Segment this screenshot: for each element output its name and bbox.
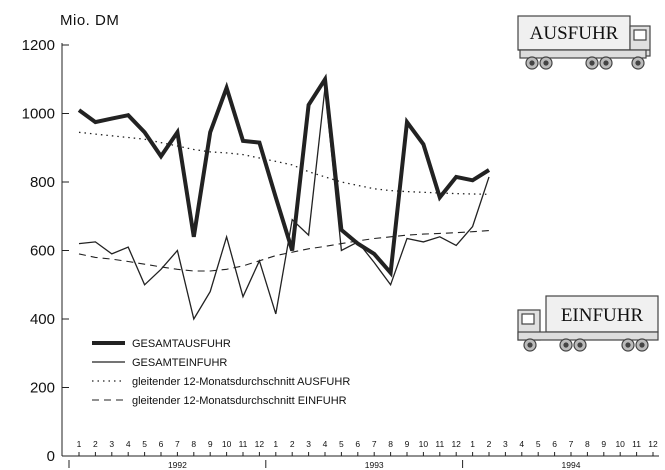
x-tick-label: 6 [552, 439, 557, 449]
x-tick-label: 2 [93, 439, 98, 449]
x-tick-label: 9 [405, 439, 410, 449]
chart-series [77, 73, 491, 321]
x-tick-label: 1 [273, 439, 278, 449]
chart-legend: GESAMTAUSFUHR GESAMTEINFUHR gleitender 12-… [92, 338, 350, 407]
einfuhr-truck-icon: EINFUHR [517, 295, 659, 352]
x-tick-label: 2 [487, 439, 492, 449]
x-tick-label: 1 [470, 439, 475, 449]
legend-label: gleitender 12-Monatsdurchschnitt AUSFUHR [132, 376, 350, 388]
x-tick-label: 11 [632, 439, 641, 449]
x-tick-label: 3 [306, 439, 311, 449]
x-tick-label: 2 [290, 439, 295, 449]
x-tick-label: 10 [222, 439, 232, 449]
year-label: 1993 [365, 460, 384, 470]
x-tick-label: 11 [239, 439, 248, 449]
y-tick-label: 200 [30, 380, 55, 397]
y-tick-label: 800 [30, 174, 55, 191]
x-tick-label: 4 [126, 439, 131, 449]
y-tick-label: 600 [30, 243, 55, 260]
x-tick-label: 1 [77, 439, 82, 449]
x-tick-label: 5 [142, 439, 147, 449]
ausfuhr-truck-icon: AUSFUHR [517, 15, 651, 70]
x-tick-label: 3 [503, 439, 508, 449]
x-tick-label: 4 [519, 439, 524, 449]
ausfuhr-truck-label: AUSFUHR [530, 23, 619, 44]
x-tick-label: 8 [388, 439, 393, 449]
x-tick-label: 9 [601, 439, 606, 449]
x-tick-label: 5 [339, 439, 344, 449]
x-tick-label: 10 [419, 439, 429, 449]
y-tick-label: 1200 [22, 37, 55, 54]
x-tick-label: 12 [648, 439, 658, 449]
y-tick-label: 1000 [22, 106, 55, 123]
x-tick-label: 9 [208, 439, 213, 449]
y-tick-label: 0 [47, 448, 55, 465]
legend-label: gleitender 12-Monatsdurchschnitt EINFUHR [132, 395, 347, 407]
x-tick-label: 6 [159, 439, 164, 449]
y-tick-label: 400 [30, 311, 55, 328]
year-label: 1992 [168, 460, 187, 470]
series-line-1 [77, 73, 491, 278]
series-line-4 [78, 230, 490, 272]
x-tick-label: 5 [536, 439, 541, 449]
x-tick-label: 8 [191, 439, 196, 449]
x-tick-label: 12 [451, 439, 461, 449]
x-tick-label: 10 [615, 439, 625, 449]
x-tick-label: 11 [435, 439, 444, 449]
x-tick-label: 4 [323, 439, 328, 449]
x-tick-label: 6 [355, 439, 360, 449]
legend-label: GESAMTAUSFUHR [132, 338, 231, 350]
x-tick-label: 8 [585, 439, 590, 449]
x-tick-label: 3 [109, 439, 114, 449]
year-label: 1994 [562, 460, 581, 470]
x-tick-label: 12 [255, 439, 265, 449]
x-tick-label: 7 [175, 439, 180, 449]
x-tick-label: 7 [372, 439, 377, 449]
series-line-2 [78, 87, 490, 321]
einfuhr-truck-label: EINFUHR [561, 305, 644, 326]
y-axis-unit-label: Mio. DM [60, 12, 120, 29]
x-tick-label: 7 [569, 439, 574, 449]
legend-label: GESAMTEINFUHR [132, 357, 227, 369]
